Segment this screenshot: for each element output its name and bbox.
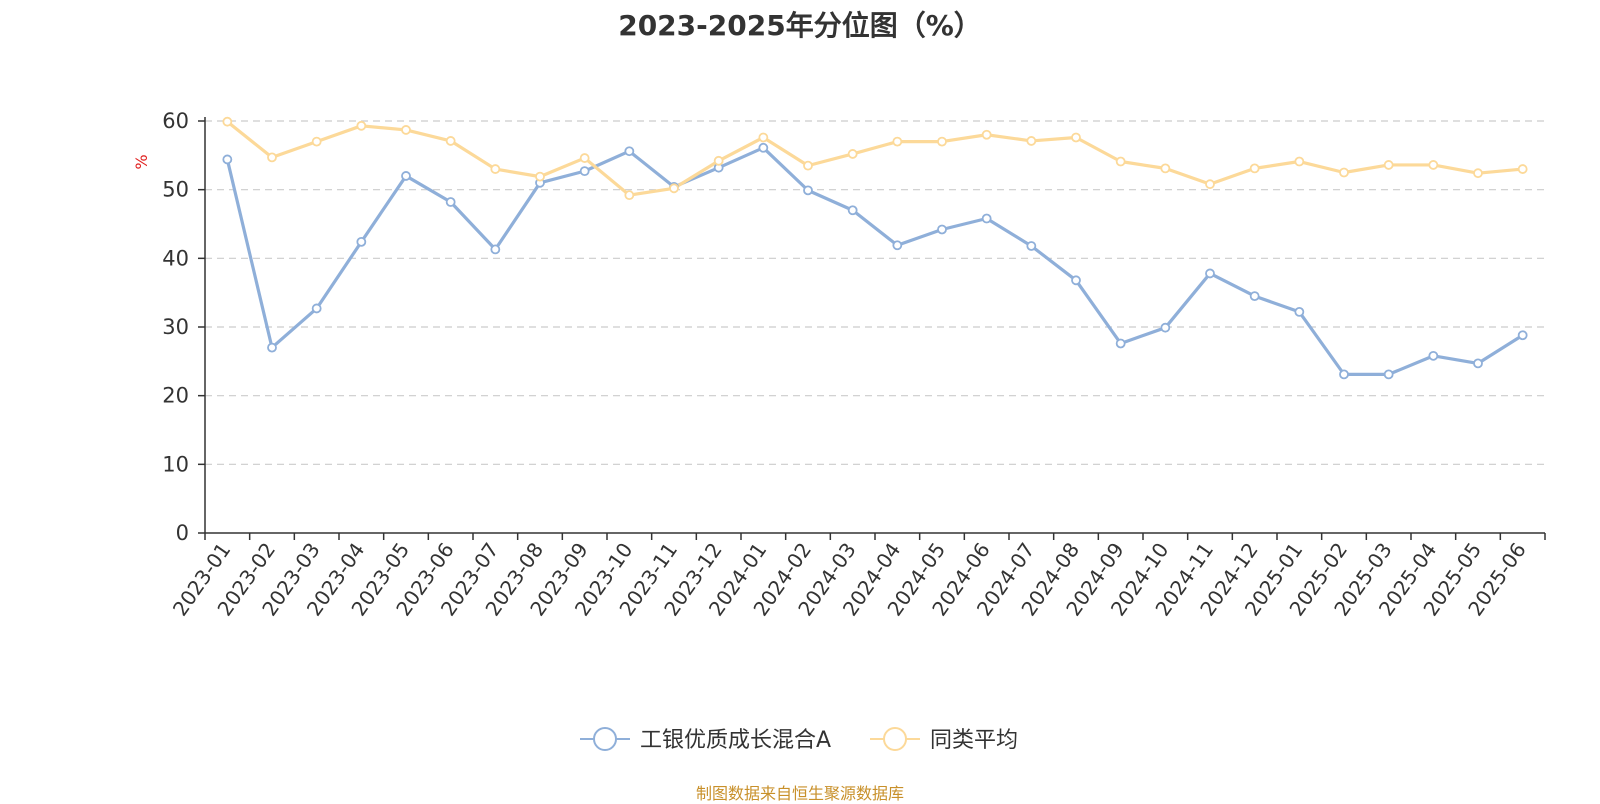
data-point-series-1[interactable] [1249,291,1260,302]
legend-marker-2[interactable] [883,727,907,751]
data-point-series-2[interactable] [847,149,858,159]
data-point-series-1[interactable] [803,185,813,196]
y-axis-label: % [132,154,151,169]
data-point-series-2[interactable] [1339,167,1349,178]
data-point-series-2[interactable] [579,153,590,163]
data-point-series-1[interactable] [892,240,903,251]
data-point-series-1[interactable] [267,342,277,353]
data-point-series-2[interactable] [1383,160,1394,170]
y-tick-label: 60 [162,109,189,133]
data-point-series-2[interactable] [981,129,992,140]
line-chart: 0 10 20 30 40 50 60 2023-012023-022023-032023-… [132,109,1546,753]
data-point-series-2[interactable] [1517,164,1528,174]
data-point-series-2[interactable] [490,164,501,174]
data-point-series-2[interactable] [445,136,456,146]
data-point-series-2[interactable] [1428,160,1439,170]
data-point-series-2[interactable] [1160,163,1171,174]
data-point-series-1[interactable] [1071,275,1081,286]
data-point-series-2[interactable] [624,190,635,201]
data-point-series-1[interactable] [401,171,411,181]
data-point-series-1[interactable] [356,236,367,247]
series-group [222,116,1528,380]
data-point-series-2[interactable] [535,171,545,182]
data-point-series-1[interactable] [758,142,769,153]
data-point-series-2[interactable] [937,136,947,147]
legend-label-1[interactable]: 工银优质成长混合A [640,728,831,753]
data-point-series-1[interactable] [847,205,858,216]
data-point-series-2[interactable] [311,136,322,147]
data-point-series-1[interactable] [937,224,947,235]
data-point-series-1[interactable] [1160,322,1171,333]
y-tick-label: 50 [162,178,189,202]
data-point-series-1[interactable] [1473,358,1483,369]
data-point-series-1[interactable] [1428,350,1439,361]
data-point-series-2[interactable] [1205,179,1215,190]
data-point-series-1[interactable] [222,154,233,165]
y-tick-label: 20 [162,384,189,408]
data-point-series-1[interactable] [1339,369,1349,380]
data-point-series-1[interactable] [445,197,456,207]
data-point-series-1[interactable] [1383,369,1394,380]
data-point-series-2[interactable] [1115,156,1126,167]
y-tick-label: 10 [162,452,189,476]
data-point-series-1[interactable] [1517,330,1528,341]
data-point-series-2[interactable] [1249,163,1260,174]
data-point-series-2[interactable] [267,152,277,163]
data-point-series-2[interactable] [401,125,411,135]
series-line-1 [225,146,1524,376]
y-tick-label: 30 [162,315,189,339]
grid-lines [205,120,1545,465]
y-axis-ticks: 0 10 20 30 40 50 60 [162,109,205,545]
data-point-series-2[interactable] [356,120,367,131]
series-line-2 [226,120,1523,197]
legend-marker-1[interactable] [593,727,617,751]
legend-label-2[interactable]: 同类平均 [930,728,1018,753]
data-point-series-1[interactable] [1294,306,1305,317]
y-tick-label: 40 [162,246,189,270]
data-point-series-2[interactable] [1071,132,1081,143]
x-axis-ticks: 2023-012023-022023-032023-042023-052023-… [168,533,1546,620]
legend[interactable]: 工银优质成长混合A 同类平均 [580,727,1018,753]
data-point-series-2[interactable] [803,160,813,171]
data-point-series-2[interactable] [758,132,769,143]
y-tick-label: 0 [176,521,189,545]
data-point-series-2[interactable] [713,155,724,166]
data-point-series-1[interactable] [1115,338,1126,349]
data-point-series-2[interactable] [222,116,233,127]
chart-title: 2023-2025年分位图（%） [618,9,982,42]
data-point-series-2[interactable] [1294,156,1305,167]
data-point-series-1[interactable] [1026,241,1037,251]
data-point-series-1[interactable] [311,303,322,314]
data-point-series-1[interactable] [981,213,992,224]
data-point-series-1[interactable] [624,146,635,157]
data-point-series-2[interactable] [892,136,903,147]
data-point-series-1[interactable] [1205,268,1215,279]
data-source-note: 制图数据来自恒生聚源数据库 [695,784,904,803]
data-point-series-2[interactable] [1473,168,1483,179]
data-point-series-2[interactable] [669,183,679,194]
data-point-series-1[interactable] [579,166,590,177]
data-point-series-1[interactable] [490,244,501,255]
data-point-series-2[interactable] [1026,136,1037,146]
